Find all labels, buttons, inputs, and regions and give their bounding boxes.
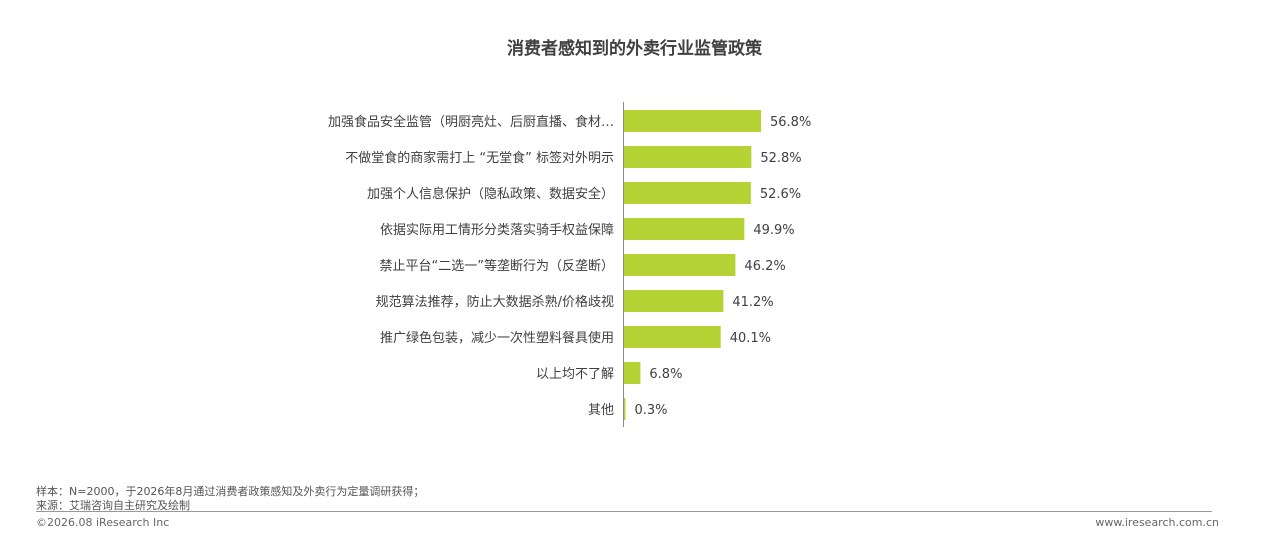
bar [624,254,736,276]
value-label: 46.2% [744,259,785,274]
category-label: 加强食品安全监管（明厨亮灶、后厨直播、食材… [328,114,614,130]
category-label: 推广绿色包装，减少一次性塑料餐具使用 [380,330,614,346]
value-label: 0.3% [635,403,668,418]
chart-title: 消费者感知到的外卖行业监管政策 [507,39,762,59]
bar [624,146,752,168]
category-label: 以上均不了解 [536,367,614,382]
bar [624,218,745,240]
bar-chart: 加强食品安全监管（明厨亮灶、后厨直播、食材… 56.8% 不做堂食的商家需打上 “无… [328,102,811,427]
category-label: 不做堂食的商家需打上 “无堂食” 标签对外明示 [345,150,614,166]
value-label: 49.9% [753,223,794,238]
bar [624,290,724,312]
sample-note: 样本：N=2000，于2026年8月通过消费者政策感知及外卖行为定量调研获得； [36,485,425,498]
category-label: 规范算法推荐，防止大数据杀熟/价格歧视 [376,294,614,310]
value-label: 52.6% [760,187,801,202]
value-label: 6.8% [649,367,682,382]
bar [624,110,761,132]
value-label: 41.2% [732,295,773,310]
source-note: 来源：艾瑞咨询自主研究及绘制 [36,499,190,512]
footer-divider [36,511,1212,512]
website: www.iresearch.com.cn [1095,516,1219,529]
category-label: 加强个人信息保护（隐私政策、数据安全） [367,186,614,202]
bar [624,362,641,384]
bar [624,398,626,420]
category-label: 禁止平台“二选一”等垄断行为（反垄断） [380,258,614,274]
value-label: 40.1% [730,331,771,346]
bar [624,182,751,204]
category-label: 其他 [588,403,614,418]
value-label: 56.8% [770,115,811,130]
bar [624,326,721,348]
value-label: 52.8% [760,151,801,166]
category-label: 依据实际用工情形分类落实骑手权益保障 [380,222,614,238]
copyright: ©2026.08 iResearch Inc [36,516,170,529]
